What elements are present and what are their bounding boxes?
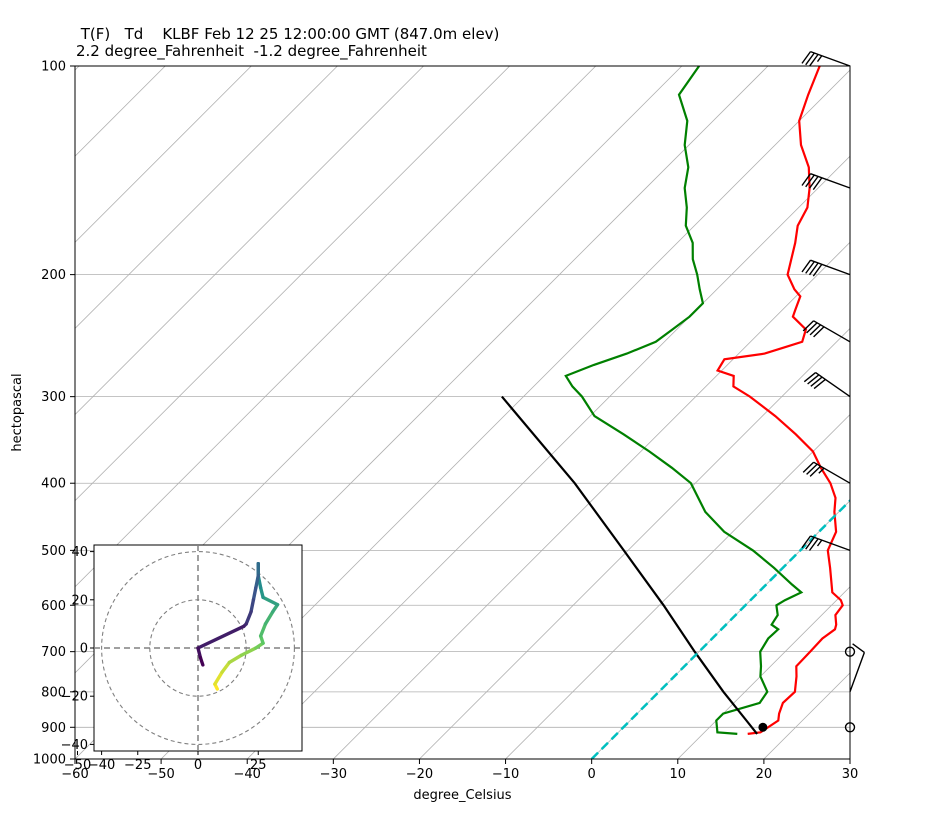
hodograph-segment <box>213 670 224 686</box>
hodograph-y-tick-label: 20 <box>71 593 88 608</box>
isotherm-gridline <box>75 66 597 588</box>
isotherm-gridline <box>677 586 850 759</box>
y-tick-label: 700 <box>41 645 66 660</box>
isotherm-gridline <box>591 500 850 759</box>
hodograph-segment <box>254 574 260 590</box>
hodograph-y-tick-label: −40 <box>61 738 88 753</box>
hodograph-segment <box>239 646 258 657</box>
hodograph-segment <box>263 610 275 626</box>
x-tick-label: 20 <box>756 767 773 782</box>
x-tick-label: −20 <box>406 767 433 782</box>
isotherm-gridline <box>333 241 850 759</box>
chart-title-line-2: 2.2 degree_Fahrenheit -1.2 degree_Fahren… <box>76 42 427 60</box>
x-tick-label: −50 <box>147 767 174 782</box>
parcel-line <box>501 395 758 735</box>
hodograph-x-tick-label: 25 <box>250 758 267 773</box>
wind-barb <box>849 643 866 693</box>
y-tick-label: 1000 <box>33 753 66 768</box>
hodograph-segment <box>227 653 244 665</box>
wind-barb <box>801 535 851 552</box>
dewpoint-line <box>564 66 804 735</box>
hodograph-y-tick-label: 40 <box>71 545 88 560</box>
x-tick-label: −10 <box>492 767 519 782</box>
x-axis-label: degree_Celsius <box>413 788 511 803</box>
x-tick-label: 0 <box>588 767 596 782</box>
isotherm-gridline <box>246 155 850 759</box>
hodograph-segment <box>261 595 280 607</box>
y-axis-label: hectopascal <box>10 373 25 451</box>
hodograph-segment <box>258 622 268 638</box>
chart-title-line-1: T(F) Td KLBF Feb 12 25 12:00:00 GMT (847… <box>76 25 500 43</box>
wind-barb <box>802 320 851 343</box>
wind-barb <box>802 461 851 484</box>
plot-frame <box>74 65 851 760</box>
hodograph-x-tick-label: −25 <box>124 758 151 773</box>
y-tick-label: 200 <box>41 268 66 283</box>
hodograph-segment <box>196 624 246 650</box>
y-tick-label: 100 <box>41 60 66 75</box>
y-tick-label: 600 <box>41 599 66 614</box>
y-tick-label: 400 <box>41 477 66 492</box>
isotherm-gridline <box>75 66 424 416</box>
isotherm-gridline <box>505 413 850 759</box>
hodograph-x-tick-label: −50 <box>64 758 91 773</box>
hodograph-plot <box>94 545 302 751</box>
y-tick-label: 800 <box>41 685 66 700</box>
y-tick-label: 300 <box>41 390 66 405</box>
y-tick-label: 500 <box>41 544 66 559</box>
hodograph-segment <box>249 598 256 614</box>
x-tick-label: −60 <box>61 767 88 782</box>
isotherm-gridline <box>419 327 850 759</box>
hodograph-segment <box>244 610 253 626</box>
hodograph-x-tick-label: 0 <box>194 758 202 773</box>
hodograph-segment <box>251 586 258 602</box>
wind-barb <box>801 173 851 191</box>
hodograph-x-tick-label: −40 <box>88 758 115 773</box>
isotherm-gridline <box>75 66 510 502</box>
x-tick-label: −40 <box>234 767 261 782</box>
isotherm-gridline <box>75 66 338 330</box>
zero_isotherm-line <box>590 498 850 759</box>
surface-parcel-point <box>758 722 768 732</box>
temperature-line <box>715 66 844 735</box>
x-tick-label: 30 <box>842 767 859 782</box>
hodograph-segment <box>220 660 232 674</box>
isotherm-gridline <box>75 66 252 243</box>
hodograph-segment <box>198 655 205 667</box>
hodograph-y-tick-label: 0 <box>80 642 88 657</box>
wind-barb <box>801 50 851 67</box>
wind-barb <box>801 259 851 277</box>
hodograph-y-tick-label: −20 <box>61 690 88 705</box>
wind-barb <box>803 372 851 398</box>
x-tick-label: 10 <box>670 767 687 782</box>
x-tick-label: −30 <box>320 767 347 782</box>
y-tick-label: 900 <box>41 721 66 736</box>
